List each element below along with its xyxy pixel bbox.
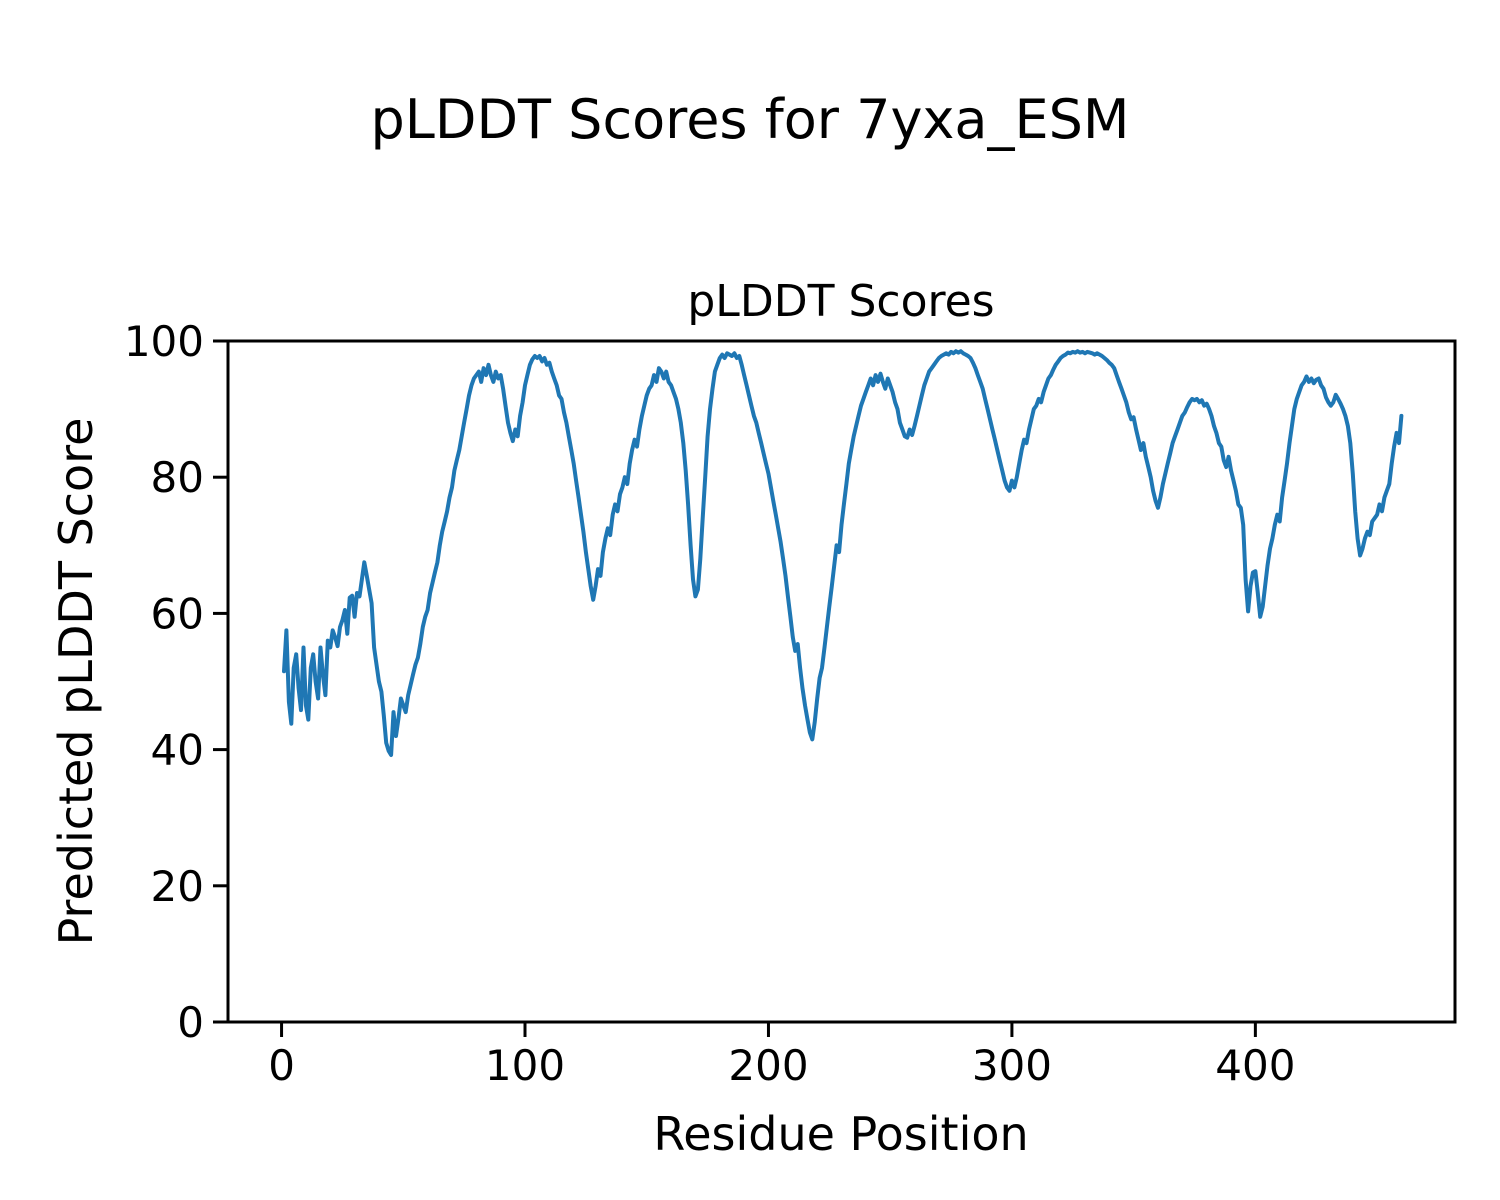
y-axis-label: Predicted pLDDT Score [49,418,103,946]
x-tick-label: 0 [268,1041,295,1090]
y-tick-label: 80 [151,453,204,502]
figure-title: pLDDT Scores for 7yxa_ESM [371,88,1130,151]
axes-title: pLDDT Scores [687,276,994,327]
y-tick-label: 100 [124,317,204,366]
y-tick-label: 20 [151,862,204,911]
x-tick-label: 100 [485,1041,565,1090]
y-tick-label: 0 [177,998,204,1047]
x-tick-label: 200 [728,1041,808,1090]
y-axis-ticks: 0 20 40 60 80 100 [124,317,228,1047]
y-tick-label: 60 [151,589,204,638]
axes-spines [226,339,1457,1024]
x-axis-ticks: 0 100 200 300 400 [268,1022,1295,1090]
x-tick-label: 400 [1215,1041,1295,1090]
x-axis-label: Residue Position [653,1107,1028,1161]
y-tick-label: 40 [151,726,204,775]
plddt-line-series [282,349,1404,757]
x-tick-label: 300 [972,1041,1052,1090]
